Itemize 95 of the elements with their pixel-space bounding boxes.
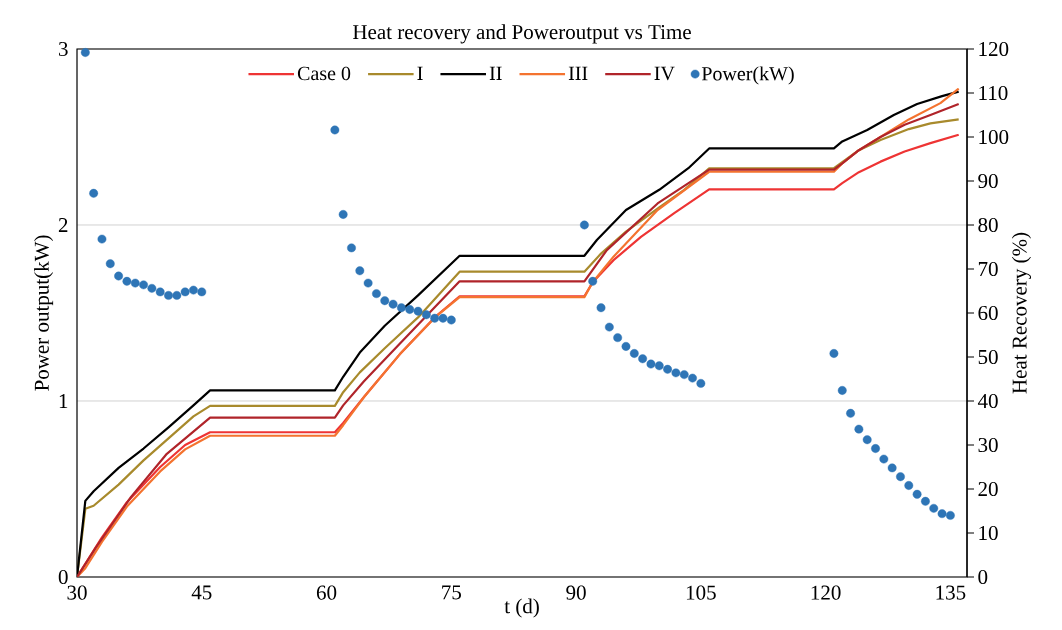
y2-tick-label: 40 xyxy=(977,393,998,409)
y-tick-label: 1 xyxy=(59,394,68,408)
y2-tick-label: 100 xyxy=(979,129,1009,145)
point xyxy=(430,313,440,323)
y2-tick-label: 10 xyxy=(979,525,998,541)
point xyxy=(330,125,340,135)
point xyxy=(887,463,897,473)
point xyxy=(604,322,614,332)
y2-tick-label: 30 xyxy=(978,437,998,453)
x-tick-label: 45 xyxy=(191,585,212,600)
point xyxy=(189,285,198,295)
point xyxy=(688,373,697,383)
point xyxy=(405,305,415,314)
point xyxy=(846,408,855,418)
y-axis-title: Power output(kW) xyxy=(34,235,54,391)
point xyxy=(871,444,880,453)
x-tick-label: 90 xyxy=(566,585,586,600)
point xyxy=(696,379,706,388)
x-tick-label: 135 xyxy=(936,585,966,600)
x-tick-label: 75 xyxy=(442,585,461,600)
chart-title: Heat recovery and Poweroutput vs Time xyxy=(353,24,691,44)
point xyxy=(197,287,207,297)
point xyxy=(937,509,947,519)
point xyxy=(579,220,589,230)
legend-label: Power(kW) xyxy=(701,66,794,85)
point xyxy=(97,234,107,244)
point xyxy=(380,296,390,306)
y-tick-label: 0 xyxy=(58,569,68,585)
point xyxy=(438,313,448,323)
legend-label: IV xyxy=(654,66,675,81)
point xyxy=(139,280,148,290)
point xyxy=(945,511,955,520)
x-tick-label: 60 xyxy=(316,585,337,600)
point xyxy=(613,333,623,343)
point xyxy=(596,303,606,313)
point xyxy=(646,359,656,369)
point xyxy=(355,266,365,276)
point xyxy=(80,48,90,57)
y-tick-label: 2 xyxy=(58,218,68,232)
point xyxy=(862,435,872,445)
point xyxy=(180,287,190,297)
point xyxy=(164,291,173,300)
y2-tick-label: 60 xyxy=(978,305,998,321)
point xyxy=(921,496,930,506)
point xyxy=(172,291,182,300)
x-tick-label: 30 xyxy=(67,585,87,600)
legend-label: Case 0 xyxy=(297,66,351,81)
y-tick-label: 3 xyxy=(58,41,68,57)
point xyxy=(671,368,681,378)
y2-tick-label: 70 xyxy=(978,261,998,277)
point xyxy=(621,342,631,351)
point xyxy=(654,361,664,371)
point xyxy=(629,349,639,358)
point xyxy=(446,315,456,325)
point xyxy=(363,278,373,288)
point xyxy=(347,243,356,253)
y2-tick-label: 0 xyxy=(978,569,988,585)
point xyxy=(397,303,406,313)
point xyxy=(679,370,689,379)
point xyxy=(122,276,132,286)
point xyxy=(638,354,648,364)
point xyxy=(829,349,839,358)
point xyxy=(421,310,431,320)
point xyxy=(89,188,99,198)
y2-tick-label: 90 xyxy=(978,173,998,189)
point xyxy=(338,210,348,219)
y2-axis-title: Heat Recovery (%) xyxy=(1011,232,1032,394)
point xyxy=(147,283,157,293)
point xyxy=(904,481,914,490)
x-tick-label: 105 xyxy=(686,585,716,600)
legend-label: III xyxy=(568,66,588,80)
point xyxy=(130,278,140,288)
point xyxy=(896,472,905,482)
point xyxy=(663,364,672,374)
point xyxy=(912,489,922,499)
y2-tick-label: 120 xyxy=(979,41,1009,57)
point xyxy=(879,454,889,464)
y2-tick-label: 80 xyxy=(978,217,998,233)
legend-label: I xyxy=(417,66,423,80)
y2-tick-label: 20 xyxy=(978,481,998,497)
legend-label: II xyxy=(489,66,502,80)
x-axis-title: t (d) xyxy=(504,598,539,618)
point xyxy=(114,271,123,281)
x-tick-label: 120 xyxy=(811,585,841,600)
point xyxy=(837,386,847,395)
y2-tick-label: 50 xyxy=(978,349,998,365)
point xyxy=(413,306,423,316)
point xyxy=(372,289,381,299)
point xyxy=(388,299,398,309)
point xyxy=(155,287,165,297)
point xyxy=(929,503,939,513)
point xyxy=(105,259,115,269)
y2-tick-label: 110 xyxy=(979,85,1008,101)
point xyxy=(854,424,864,434)
point xyxy=(588,276,598,286)
